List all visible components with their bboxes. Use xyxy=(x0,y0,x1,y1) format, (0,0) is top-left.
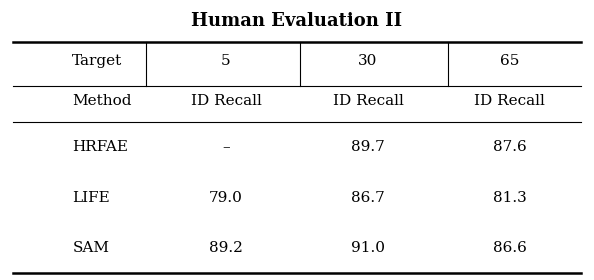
Text: 89.7: 89.7 xyxy=(351,140,385,154)
Text: 5: 5 xyxy=(221,54,231,68)
Text: LIFE: LIFE xyxy=(72,190,110,204)
Text: 86.6: 86.6 xyxy=(493,241,527,255)
Text: SAM: SAM xyxy=(72,241,109,255)
Text: ID Recall: ID Recall xyxy=(191,94,261,108)
Text: Human Evaluation II: Human Evaluation II xyxy=(191,13,403,31)
Text: HRFAE: HRFAE xyxy=(72,140,128,154)
Text: 79.0: 79.0 xyxy=(209,190,243,204)
Text: 65: 65 xyxy=(500,54,520,68)
Text: 30: 30 xyxy=(358,54,378,68)
Text: 86.7: 86.7 xyxy=(351,190,385,204)
Text: 91.0: 91.0 xyxy=(351,241,385,255)
Text: 81.3: 81.3 xyxy=(493,190,527,204)
Text: –: – xyxy=(222,140,230,154)
Text: 87.6: 87.6 xyxy=(493,140,527,154)
Text: Method: Method xyxy=(72,94,132,108)
Text: ID Recall: ID Recall xyxy=(475,94,545,108)
Text: 89.2: 89.2 xyxy=(209,241,243,255)
Text: ID Recall: ID Recall xyxy=(333,94,403,108)
Text: Target: Target xyxy=(72,54,122,68)
